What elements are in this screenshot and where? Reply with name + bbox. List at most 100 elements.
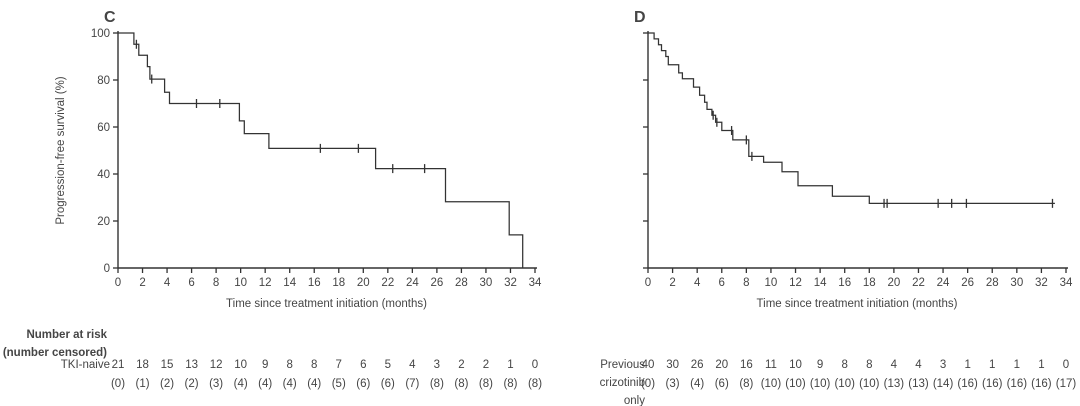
x-axis-title: Time since treatment initiation (months) [226, 298, 427, 310]
x-tick-label: 20 [887, 277, 900, 289]
y-tick-label: 60 [97, 122, 110, 134]
x-tick-label: 0 [115, 277, 121, 289]
at-risk-count: 0 [532, 359, 538, 371]
x-tick-label: 14 [814, 277, 827, 289]
censored-count: (4) [258, 378, 272, 390]
censored-count: (6) [715, 378, 729, 390]
at-risk-count: 6 [360, 359, 366, 371]
y-axis-title: Progression-free survival (%) [55, 76, 67, 224]
at-risk-count: 1 [1038, 359, 1044, 371]
x-tick-label: 24 [406, 277, 419, 289]
x-tick-label: 24 [937, 277, 950, 289]
at-risk-count: 11 [765, 359, 777, 371]
x-axis-title: Time since treatment initiation (months) [757, 298, 958, 310]
censored-count: (13) [908, 378, 929, 390]
censored-count: (0) [111, 378, 125, 390]
x-tick-label: 10 [765, 277, 778, 289]
censored-count: (10) [834, 378, 855, 390]
y-tick-label: 0 [104, 263, 110, 275]
x-tick-label: 18 [863, 277, 876, 289]
censored-count: (7) [405, 378, 419, 390]
at-risk-count: 1 [989, 359, 995, 371]
x-tick-label: 34 [529, 277, 542, 289]
y-tick-label: 80 [97, 75, 110, 87]
x-tick-label: 22 [912, 277, 925, 289]
at-risk-count: 18 [136, 359, 149, 371]
at-risk-count: 8 [866, 359, 872, 371]
x-tick-label: 26 [430, 277, 443, 289]
at-risk-count: 1 [507, 359, 513, 371]
x-tick-label: 6 [188, 277, 194, 289]
x-tick-label: 8 [743, 277, 749, 289]
x-tick-label: 20 [357, 277, 370, 289]
x-tick-label: 30 [1010, 277, 1023, 289]
x-tick-label: 12 [789, 277, 802, 289]
at-risk-count: 8 [311, 359, 317, 371]
censored-count: (8) [503, 378, 517, 390]
at-risk-count: 40 [642, 359, 655, 371]
at-risk-count: 7 [336, 359, 342, 371]
x-tick-label: 30 [480, 277, 493, 289]
km-curve-C [118, 32, 524, 268]
x-tick-label: 34 [1060, 277, 1073, 289]
censored-count: (6) [356, 378, 370, 390]
censored-count: (16) [982, 378, 1003, 390]
x-tick-label: 22 [381, 277, 394, 289]
at-risk-count: 15 [161, 359, 174, 371]
censored-count: (0) [641, 378, 655, 390]
censored-count: (8) [454, 378, 468, 390]
at-risk-count: 10 [789, 359, 802, 371]
x-tick-label: 10 [234, 277, 247, 289]
censored-count: (3) [209, 378, 223, 390]
censored-count: (4) [690, 378, 704, 390]
at-risk-count: 9 [262, 359, 268, 371]
x-tick-label: 28 [455, 277, 468, 289]
x-tick-label: 16 [838, 277, 851, 289]
at-risk-count: 10 [234, 359, 247, 371]
censored-count: (16) [1031, 378, 1052, 390]
censored-count: (13) [884, 378, 905, 390]
censored-count: (10) [761, 378, 782, 390]
at-risk-count: 4 [891, 359, 898, 371]
censored-count: (16) [1007, 378, 1028, 390]
at-risk-count: 4 [409, 359, 416, 371]
censored-count: (4) [234, 378, 248, 390]
at-risk-count: 2 [458, 359, 464, 371]
censored-count: (2) [185, 378, 199, 390]
x-tick-label: 4 [694, 277, 701, 289]
x-tick-label: 12 [259, 277, 272, 289]
x-tick-label: 4 [164, 277, 171, 289]
panel-letter-D: D [634, 9, 646, 26]
y-tick-label: 20 [97, 216, 110, 228]
at-risk-count: 3 [434, 359, 440, 371]
at-risk-count: 9 [817, 359, 823, 371]
x-tick-label: 14 [283, 277, 296, 289]
x-tick-label: 2 [139, 277, 145, 289]
censored-count: (8) [430, 378, 444, 390]
at-risk-count: 1 [964, 359, 970, 371]
at-risk-count: 8 [287, 359, 293, 371]
at-risk-count: 30 [666, 359, 679, 371]
censored-count: (2) [160, 378, 174, 390]
at-risk-count: 3 [940, 359, 946, 371]
x-tick-label: 32 [504, 277, 517, 289]
censored-count: (14) [933, 378, 954, 390]
censored-count: (4) [283, 378, 297, 390]
at-risk-count: 0 [1063, 359, 1069, 371]
at-risk-count: 8 [842, 359, 848, 371]
censored-count: (10) [785, 378, 806, 390]
x-tick-label: 18 [332, 277, 345, 289]
at-risk-count: 2 [483, 359, 489, 371]
at-risk-count: 21 [112, 359, 125, 371]
x-tick-label: 16 [308, 277, 321, 289]
at-risk-count: 12 [210, 359, 223, 371]
censored-count: (6) [381, 378, 395, 390]
censored-count: (10) [810, 378, 831, 390]
censored-count: (4) [307, 378, 321, 390]
at-risk-count: 16 [740, 359, 753, 371]
censored-count: (1) [135, 378, 149, 390]
at-risk-group-label-line3: only [624, 395, 645, 406]
censored-count: (16) [957, 378, 978, 390]
x-tick-label: 6 [719, 277, 725, 289]
